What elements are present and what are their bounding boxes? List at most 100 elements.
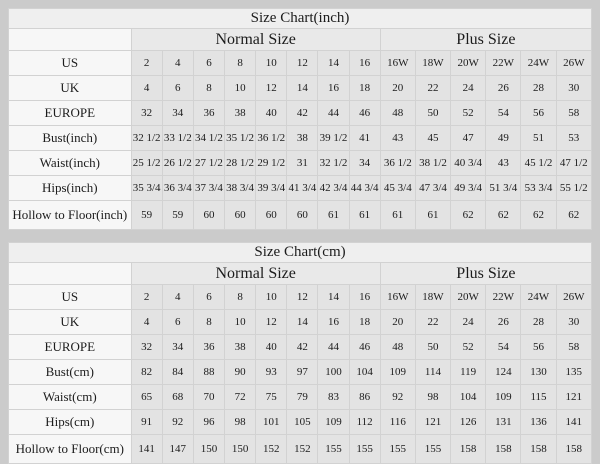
size-cell: 53 3/4 — [520, 175, 557, 201]
size-cell: 109 — [379, 359, 416, 385]
size-cell: 91 — [130, 409, 163, 435]
row-label: Hollow to Floor(inch) — [8, 200, 132, 230]
size-cell: 90 — [224, 359, 257, 385]
size-cell: 44 — [317, 100, 350, 126]
size-cell: 18 — [348, 309, 381, 335]
size-cell: 155 — [379, 434, 416, 464]
size-cell: 12 — [255, 75, 288, 101]
size-cell: 8 — [224, 284, 257, 310]
size-chart-cm-table: Size Chart(cm) Normal Size Plus Size US 2 4 6 8… — [8, 242, 593, 464]
size-cell: 34 — [348, 150, 381, 176]
size-cell: 61 — [379, 200, 416, 230]
size-cell: 65 — [130, 384, 163, 410]
size-cell: 26 — [485, 75, 522, 101]
size-cell: 100 — [317, 359, 350, 385]
size-cell: 16W — [379, 284, 416, 310]
size-cell: 35 3/4 — [130, 175, 163, 201]
size-cell: 98 — [414, 384, 452, 410]
size-cell: 58 — [555, 100, 593, 126]
corner-cell — [8, 262, 132, 285]
size-cell: 97 — [286, 359, 319, 385]
size-cell: 43 — [379, 125, 416, 151]
group-header-normal-size: Normal Size — [130, 28, 381, 51]
size-cell: 70 — [192, 384, 226, 410]
size-cell: 109 — [485, 384, 522, 410]
size-cell: 141 — [555, 409, 593, 435]
table-row: Bust(cm) 82 84 88 90 93 97 100 104 109 114 119 124 13… — [8, 359, 593, 385]
table-row: EUROPE 32 34 36 38 40 42 44 46 48 50 52 54 56 58 — [8, 100, 593, 126]
size-cell: 158 — [555, 434, 593, 464]
size-cell: 51 3/4 — [485, 175, 522, 201]
size-cell: 51 — [520, 125, 557, 151]
group-header-row: Normal Size Plus Size — [8, 28, 593, 51]
size-cell: 75 — [255, 384, 288, 410]
size-cell: 31 — [286, 150, 319, 176]
size-cell: 27 1/2 — [192, 150, 226, 176]
size-cell: 126 — [450, 409, 487, 435]
size-cell: 33 1/2 — [161, 125, 194, 151]
row-label: EUROPE — [8, 334, 132, 360]
size-cell: 96 — [192, 409, 226, 435]
table-row: Bust(inch) 32 1/2 33 1/2 34 1/2 35 1/2 36 1/2… — [8, 125, 593, 151]
size-cell: 14 — [317, 50, 350, 76]
size-cell: 36 3/4 — [161, 175, 194, 201]
size-cell: 60 — [224, 200, 257, 230]
size-cell: 2 — [130, 284, 163, 310]
table-row: Hips(cm) 91 92 96 98 101 105 109 112 116 121 126 131… — [8, 409, 593, 435]
size-cell: 59 — [161, 200, 194, 230]
row-label: US — [8, 284, 132, 310]
size-cell: 32 — [130, 100, 163, 126]
group-header-row: Normal Size Plus Size — [8, 262, 593, 285]
size-chart-inch-table: Size Chart(inch) Normal Size Plus Size US 2 4… — [8, 8, 593, 230]
size-cell: 24W — [520, 50, 557, 76]
size-cell: 4 — [130, 75, 163, 101]
size-cell: 35 1/2 — [224, 125, 257, 151]
row-label: US — [8, 50, 132, 76]
size-cell: 115 — [520, 384, 557, 410]
size-cell: 83 — [317, 384, 350, 410]
size-cell: 12 — [255, 309, 288, 335]
size-cell: 114 — [414, 359, 452, 385]
size-cell: 136 — [520, 409, 557, 435]
size-cell: 38 — [224, 100, 257, 126]
row-label: Bust(inch) — [8, 125, 132, 151]
size-cell: 61 — [414, 200, 452, 230]
size-cell: 16 — [317, 75, 350, 101]
size-cell: 22 — [414, 309, 452, 335]
size-cell: 158 — [485, 434, 522, 464]
size-cell: 98 — [224, 409, 257, 435]
size-cell: 26 1/2 — [161, 150, 194, 176]
size-cell: 10 — [255, 50, 288, 76]
group-header-plus-size: Plus Size — [379, 262, 593, 285]
row-label: Hollow to Floor(cm) — [8, 434, 132, 464]
size-cell: 22W — [485, 50, 522, 76]
size-cell: 47 1/2 — [555, 150, 593, 176]
size-cell: 28 — [520, 309, 557, 335]
size-cell: 147 — [161, 434, 194, 464]
size-cell: 16W — [379, 50, 416, 76]
size-cell: 155 — [317, 434, 350, 464]
size-cell: 124 — [485, 359, 522, 385]
size-cell: 152 — [255, 434, 288, 464]
size-cell: 14 — [317, 284, 350, 310]
size-cell: 38 — [224, 334, 257, 360]
size-cell: 92 — [161, 409, 194, 435]
size-cell: 8 — [192, 75, 226, 101]
size-cell: 48 — [379, 100, 416, 126]
size-cell: 45 — [414, 125, 452, 151]
size-cell: 37 3/4 — [192, 175, 226, 201]
size-cell: 42 — [286, 334, 319, 360]
size-cell: 6 — [192, 284, 226, 310]
size-cell: 105 — [286, 409, 319, 435]
size-cell: 47 3/4 — [414, 175, 452, 201]
size-cell: 109 — [317, 409, 350, 435]
size-cell: 41 — [348, 125, 381, 151]
size-cell: 86 — [348, 384, 381, 410]
size-cell: 40 — [255, 334, 288, 360]
row-label: Hips(inch) — [8, 175, 132, 201]
size-cell: 150 — [192, 434, 226, 464]
size-cell: 30 — [555, 309, 593, 335]
size-cell: 26W — [555, 50, 593, 76]
size-cell: 60 — [286, 200, 319, 230]
size-cell: 82 — [130, 359, 163, 385]
